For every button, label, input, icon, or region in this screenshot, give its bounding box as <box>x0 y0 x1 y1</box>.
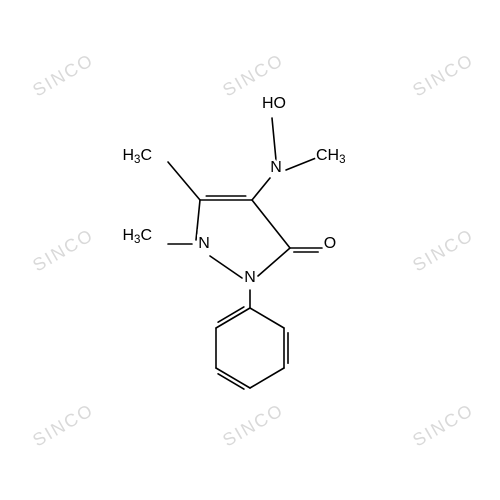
atom-label-CH3a: CH3 <box>316 147 346 166</box>
atom-label-N1: N <box>270 159 282 176</box>
diagram-canvas: HOHOCH3CH3NNH3CH3CH3CH3CNNNNOO SINCOSINC… <box>0 0 500 500</box>
atom-label-N2: N <box>198 235 210 252</box>
chemical-structure: HOHOCH3CH3NNH3CH3CH3CH3CNNNNOO <box>0 0 500 500</box>
atom-label-N3: N <box>244 269 256 286</box>
atom-label-H3Cb: H3C <box>122 147 152 166</box>
atom-label-H3Cc: H3C <box>122 227 152 246</box>
atom-label-HO: HO <box>262 95 286 112</box>
atom-label-O1: O <box>324 235 336 252</box>
